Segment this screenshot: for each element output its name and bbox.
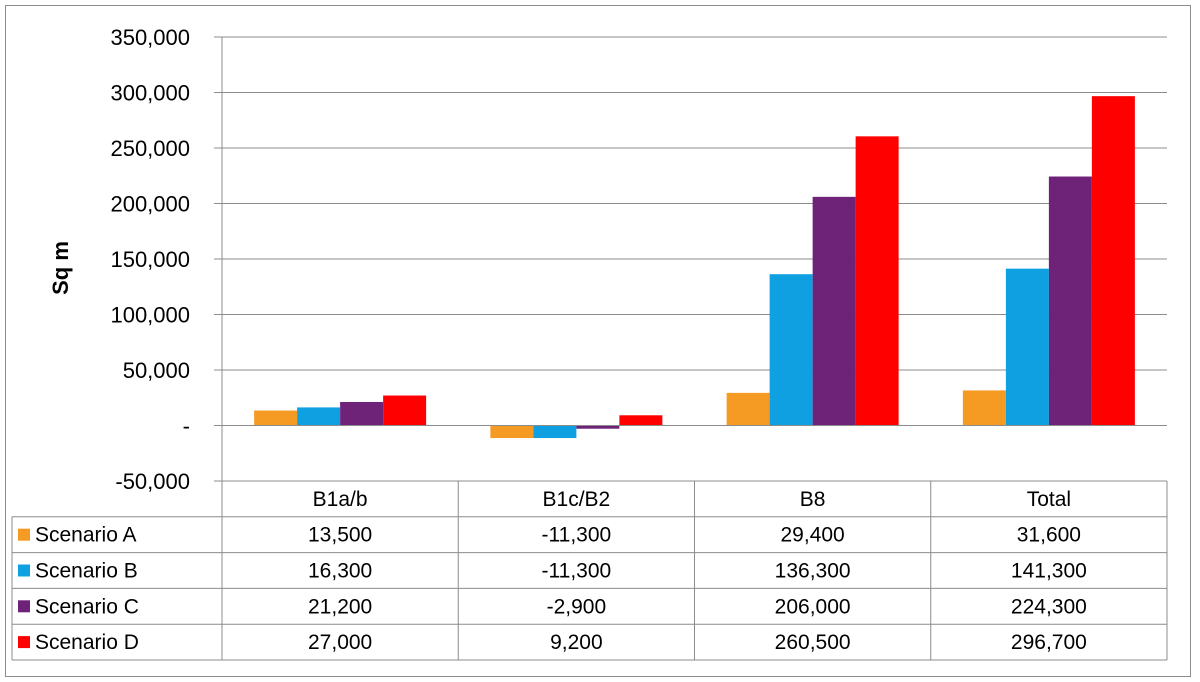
data-cell: -11,300 (542, 524, 612, 547)
data-cell: -11,300 (542, 560, 612, 583)
y-axis-ticks: 350,000 300,000 250,000 200,000 150,000 100,0… (110, 25, 223, 494)
data-cell: 16,300 (308, 560, 372, 583)
y-tick-label: 100,000 (110, 303, 190, 328)
bar (769, 274, 813, 426)
data-cell: 296,700 (1011, 631, 1087, 654)
bar (576, 425, 620, 429)
y-tick-label: 300,000 (110, 81, 190, 106)
bar (340, 401, 384, 426)
legend-swatch (18, 564, 30, 577)
y-tick-label: -50,000 (115, 469, 190, 494)
bar (855, 136, 899, 426)
y-tick-label: 150,000 (110, 247, 190, 272)
data-cell: 9,200 (550, 631, 603, 654)
data-cell: 13,500 (308, 524, 372, 547)
y-tick-label: 50,000 (123, 358, 190, 383)
bar (297, 407, 341, 426)
bars (222, 96, 1167, 439)
bar (962, 390, 1006, 426)
bar (383, 395, 427, 426)
bar (490, 425, 534, 439)
category-label: Total (1027, 488, 1071, 511)
bar (1091, 96, 1135, 426)
bar (619, 415, 663, 426)
legend-label: Scenario B (35, 560, 138, 583)
bar (533, 425, 577, 439)
legend-swatch (18, 600, 30, 613)
data-cell: 29,400 (781, 524, 845, 547)
legend-label: Scenario C (35, 595, 139, 618)
bar (812, 196, 856, 426)
y-axis-label: Sq m (48, 241, 73, 295)
category-label: B1a/b (313, 488, 368, 511)
data-cell: 260,500 (775, 631, 851, 654)
data-cell: 224,300 (1011, 595, 1087, 618)
legend-swatch (18, 528, 30, 541)
y-tick-label: 200,000 (110, 192, 190, 217)
bar (1048, 176, 1092, 426)
data-cell: 141,300 (1011, 560, 1087, 583)
legend-label: Scenario D (35, 631, 139, 654)
data-table: B1a/b B1c/B2 B8 Total Scenario A 13,500 -11,30… (11, 480, 1168, 661)
data-cell: 27,000 (308, 631, 372, 654)
bar (1005, 268, 1049, 426)
legend-swatch (18, 636, 30, 649)
category-label: B1c/B2 (543, 488, 611, 511)
y-tick-label: 250,000 (110, 136, 190, 161)
bar (254, 410, 298, 426)
category-label: B8 (800, 488, 826, 511)
y-tick-label: - (183, 414, 190, 439)
data-cell: 206,000 (775, 595, 851, 618)
data-cell: 31,600 (1017, 524, 1081, 547)
data-cell: 136,300 (775, 560, 851, 583)
legend-label: Scenario A (35, 524, 137, 547)
bar (726, 392, 770, 426)
chart-frame (5, 5, 1191, 677)
data-cell: 21,200 (308, 595, 372, 618)
y-tick-label: 350,000 (110, 25, 190, 50)
data-cell: -2,900 (547, 595, 607, 618)
